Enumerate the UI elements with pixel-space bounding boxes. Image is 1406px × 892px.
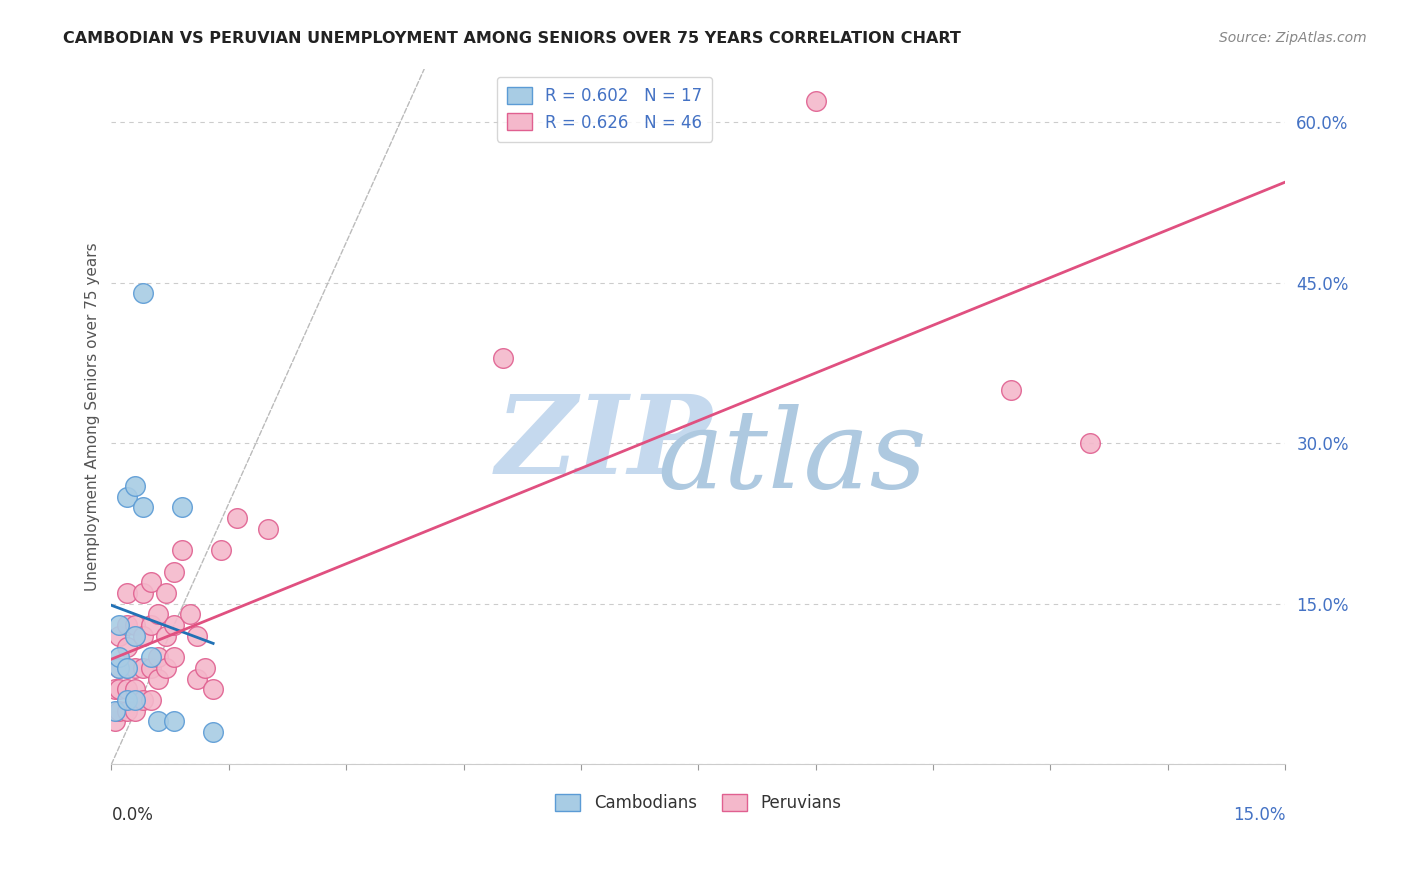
Point xyxy=(194,661,217,675)
Point xyxy=(492,351,515,365)
Point xyxy=(202,682,225,697)
Point xyxy=(115,693,138,707)
Point xyxy=(108,682,131,697)
Text: 15.0%: 15.0% xyxy=(1233,806,1285,824)
Point xyxy=(170,500,193,515)
Text: atlas: atlas xyxy=(658,404,927,512)
Point xyxy=(148,650,170,665)
Point xyxy=(163,618,186,632)
Point xyxy=(148,714,170,729)
Point xyxy=(139,661,162,675)
Point xyxy=(124,704,146,718)
Point xyxy=(108,661,131,675)
Point xyxy=(132,500,155,515)
Point xyxy=(202,725,225,739)
Point xyxy=(209,543,232,558)
Point xyxy=(155,661,177,675)
Point xyxy=(132,586,155,600)
Point xyxy=(108,618,131,632)
Text: Source: ZipAtlas.com: Source: ZipAtlas.com xyxy=(1219,31,1367,45)
Point xyxy=(132,661,155,675)
Point xyxy=(124,629,146,643)
Point xyxy=(115,661,138,675)
Point xyxy=(155,629,177,643)
Point xyxy=(179,607,201,622)
Point xyxy=(257,522,280,536)
Point xyxy=(104,704,127,718)
Legend: Cambodians, Peruvians: Cambodians, Peruvians xyxy=(548,787,848,819)
Point xyxy=(104,714,127,729)
Point xyxy=(163,650,186,665)
Point xyxy=(115,618,138,632)
Point xyxy=(132,693,155,707)
Text: ZIP: ZIP xyxy=(496,391,713,498)
Point xyxy=(132,629,155,643)
Point xyxy=(115,704,138,718)
Point xyxy=(1078,436,1101,450)
Point xyxy=(139,693,162,707)
Point xyxy=(115,586,138,600)
Point xyxy=(804,94,827,108)
Point xyxy=(124,479,146,493)
Point xyxy=(1000,383,1022,397)
Point xyxy=(115,661,138,675)
Point xyxy=(139,650,162,665)
Point xyxy=(108,629,131,643)
Point xyxy=(155,586,177,600)
Point xyxy=(186,629,208,643)
Point xyxy=(163,565,186,579)
Point xyxy=(115,640,138,654)
Point xyxy=(132,286,155,301)
Point xyxy=(148,672,170,686)
Y-axis label: Unemployment Among Seniors over 75 years: Unemployment Among Seniors over 75 years xyxy=(86,242,100,591)
Point xyxy=(186,672,208,686)
Point xyxy=(124,661,146,675)
Point xyxy=(108,704,131,718)
Point xyxy=(124,682,146,697)
Point xyxy=(108,650,131,665)
Point xyxy=(148,607,170,622)
Point xyxy=(170,543,193,558)
Point xyxy=(163,714,186,729)
Point xyxy=(115,682,138,697)
Point xyxy=(124,618,146,632)
Point xyxy=(115,490,138,504)
Text: 0.0%: 0.0% xyxy=(111,806,153,824)
Point xyxy=(139,618,162,632)
Point xyxy=(108,661,131,675)
Point xyxy=(139,575,162,590)
Point xyxy=(124,693,146,707)
Point xyxy=(104,682,127,697)
Text: CAMBODIAN VS PERUVIAN UNEMPLOYMENT AMONG SENIORS OVER 75 YEARS CORRELATION CHART: CAMBODIAN VS PERUVIAN UNEMPLOYMENT AMONG… xyxy=(63,31,962,46)
Point xyxy=(225,511,247,525)
